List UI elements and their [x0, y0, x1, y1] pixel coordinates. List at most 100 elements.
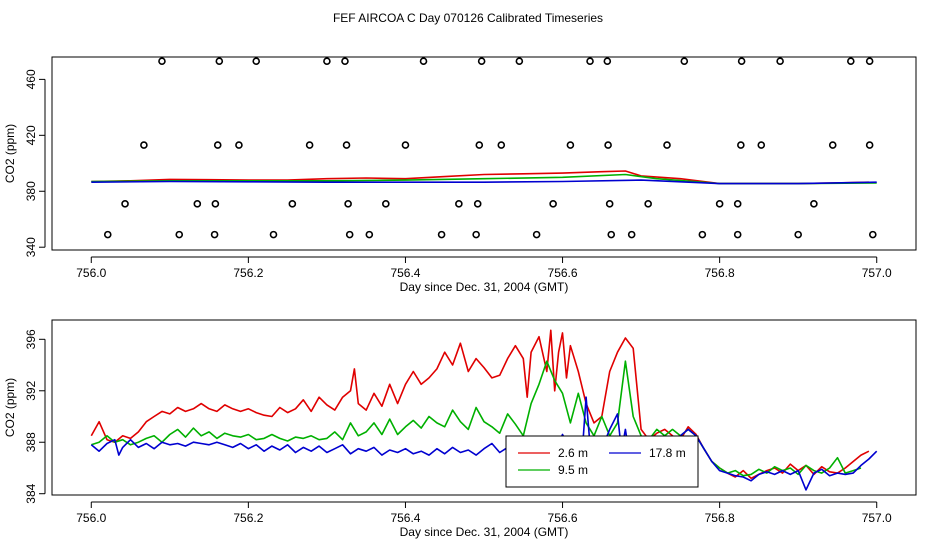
series-line-2-6-mm: [90, 329, 870, 480]
data-point: [269, 230, 278, 239]
data-point: [586, 57, 594, 65]
data-point: [515, 57, 524, 65]
x-tick-label: 756.2: [233, 266, 263, 280]
data-point: [566, 141, 575, 149]
data-point: [794, 230, 802, 239]
y-tick-label: 396: [24, 329, 38, 349]
data-point: [627, 230, 636, 239]
data-point: [776, 57, 784, 65]
data-point: [213, 141, 222, 149]
y-axis-label: CO2 (ppm): [3, 378, 17, 437]
legend-label: 17.8 m: [649, 446, 686, 460]
data-point: [698, 230, 707, 239]
data-point: [868, 230, 877, 239]
data-point: [737, 57, 746, 65]
x-tick-label: 756.0: [76, 266, 106, 280]
data-point: [472, 230, 480, 239]
data-point: [121, 200, 129, 208]
data-point: [305, 141, 314, 149]
x-axis-label: Day since Dec. 31, 2004 (GMT): [400, 525, 569, 539]
data-point: [549, 200, 557, 208]
data-point: [757, 141, 766, 149]
data-point: [401, 141, 410, 149]
y-tick-label: 388: [24, 432, 38, 452]
data-point: [235, 141, 243, 149]
x-tick-label: 756.6: [548, 266, 578, 280]
x-tick-label: 756.6: [548, 511, 578, 525]
data-point: [603, 57, 612, 65]
data-point: [344, 200, 352, 208]
figure-title: FEF AIRCOA C Day 070126 Calibrated Times…: [333, 11, 603, 25]
data-point: [680, 57, 689, 65]
series-line-9-5-mm: [91, 360, 862, 477]
data-point: [437, 230, 446, 239]
data-point: [215, 57, 224, 65]
y-tick-label: 392: [24, 380, 38, 400]
x-tick-label: 756.0: [76, 511, 106, 525]
x-tick-label: 756.4: [390, 266, 420, 280]
x-tick-label: 756.4: [390, 511, 420, 525]
y-tick-label: 420: [24, 125, 38, 145]
legend: 2.6 m 17.8 m 9.5 m: [505, 435, 699, 488]
data-point: [477, 57, 486, 65]
data-point: [733, 200, 742, 208]
data-point: [737, 141, 745, 149]
data-point: [644, 200, 652, 208]
data-point: [497, 141, 506, 149]
x-tick-label: 756.8: [705, 511, 735, 525]
x-tick-label: 757.0: [862, 266, 892, 280]
data-point: [211, 200, 220, 208]
plot-frame: [51, 56, 917, 251]
data-point: [345, 230, 354, 239]
data-point: [604, 141, 612, 149]
data-point: [865, 57, 874, 65]
data-point: [607, 230, 616, 239]
data-point: [473, 200, 482, 208]
data-point: [140, 141, 148, 149]
x-tick-label: 756.8: [705, 266, 735, 280]
data-point: [288, 200, 297, 208]
x-tick-label: 757.0: [862, 511, 892, 525]
legend-box: [505, 435, 699, 488]
data-point: [175, 230, 184, 239]
data-point: [475, 141, 484, 149]
y-tick-label: 460: [24, 69, 38, 89]
data-point: [341, 57, 349, 65]
top-timeseries-panel: 756.0 756.2 756.4 756.6 756.8 757.0 Day since …: [3, 56, 917, 294]
legend-label: 2.6 m: [558, 446, 588, 460]
data-point: [663, 141, 671, 149]
data-point: [365, 230, 374, 239]
data-point: [715, 200, 724, 208]
y-tick-label: 340: [24, 237, 38, 257]
data-point: [455, 200, 463, 208]
x-tick-label: 756.2: [233, 511, 263, 525]
data-point: [210, 230, 219, 239]
data-point: [252, 57, 261, 65]
series-group: [91, 170, 877, 185]
data-point: [342, 141, 351, 149]
data-point: [810, 200, 818, 208]
series-line-17-8-mm: [91, 179, 877, 185]
data-point: [323, 57, 331, 65]
y-tick-label: 384: [24, 483, 38, 503]
data-point: [828, 141, 837, 149]
x-axis-label: Day since Dec. 31, 2004 (GMT): [400, 280, 569, 294]
data-point: [605, 200, 614, 208]
data-point: [532, 230, 541, 239]
data-point: [865, 141, 874, 149]
data-point: [847, 57, 855, 65]
data-point: [103, 230, 112, 239]
data-point: [382, 200, 390, 208]
data-point: [419, 57, 428, 65]
data-point: [733, 230, 742, 239]
data-point: [158, 57, 166, 65]
y-axis-label: CO2 (ppm): [3, 124, 17, 183]
data-point: [193, 200, 202, 208]
bottom-timeseries-panel: 756.0 756.2 756.4 756.6 756.8 757.0 Day since …: [3, 319, 917, 539]
series-group: [90, 329, 878, 491]
y-tick-label: 380: [24, 181, 38, 201]
series-line-17-8-mm: [90, 396, 878, 491]
plot-frame: [51, 319, 917, 496]
legend-label: 9.5 m: [558, 463, 588, 477]
